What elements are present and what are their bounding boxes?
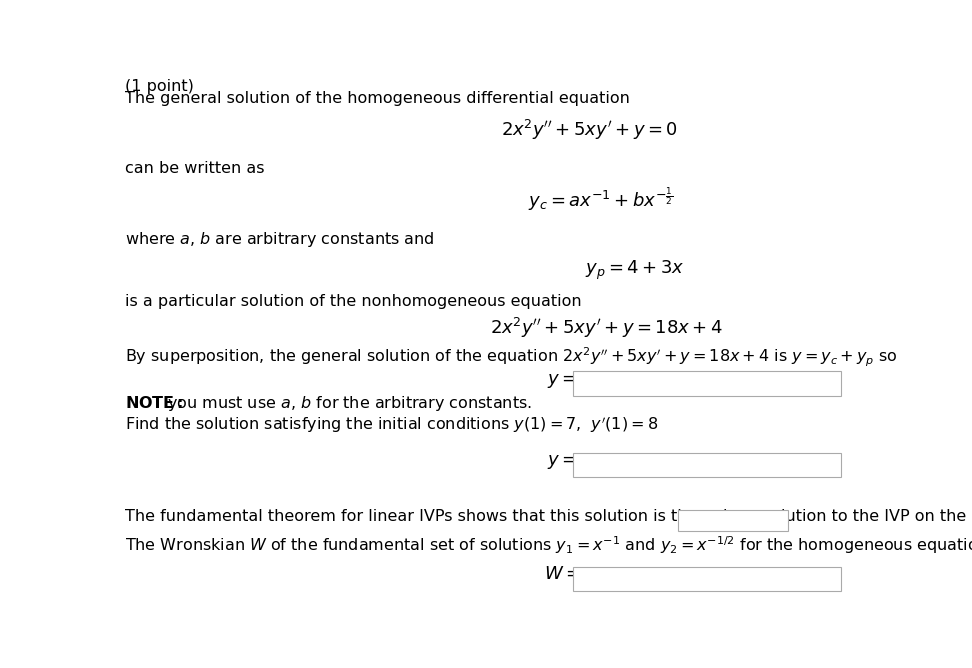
Text: By superposition, the general solution of the equation $2x^2y'' + 5xy' + y = 18x: By superposition, the general solution o… [125, 345, 898, 369]
Text: $2x^2y'' + 5xy' + y = 18x + 4$: $2x^2y'' + 5xy' + y = 18x + 4$ [490, 316, 722, 340]
Text: The fundamental theorem for linear IVPs shows that this solution is the unique s: The fundamental theorem for linear IVPs … [125, 510, 972, 524]
Bar [573, 371, 842, 396]
Text: can be written as: can be written as [125, 160, 265, 176]
Text: $y_p = 4 + 3x$: $y_p = 4 + 3x$ [585, 259, 684, 282]
Text: $y = $: $y = $ [547, 372, 576, 390]
Text: $W = $: $W = $ [544, 565, 580, 583]
Text: $2x^2y'' + 5xy' + y = 0$: $2x^2y'' + 5xy' + y = 0$ [502, 118, 678, 142]
Text: $\bf{NOTE:}$: $\bf{NOTE:}$ [125, 395, 184, 411]
Bar [677, 510, 788, 531]
Text: Find the solution satisfying the initial conditions $y(1) = 7$,  $y'(1) = 8$: Find the solution satisfying the initial… [125, 414, 658, 435]
Text: you must use $a$, $b$ for the arbitrary constants.: you must use $a$, $b$ for the arbitrary … [161, 394, 532, 413]
Text: where $a$, $b$ are arbitrary constants and: where $a$, $b$ are arbitrary constants a… [125, 230, 434, 249]
Text: $y = $: $y = $ [547, 453, 576, 471]
Text: $y_c = ax^{-1} + bx^{-\frac{1}{2}}$: $y_c = ax^{-1} + bx^{-\frac{1}{2}}$ [529, 185, 674, 213]
Text: The Wronskian $W$ of the fundamental set of solutions $y_1 = x^{-1}$ and $y_2 = : The Wronskian $W$ of the fundamental set… [125, 534, 972, 556]
Bar [573, 567, 842, 591]
Text: (1 point): (1 point) [125, 79, 194, 94]
Bar [573, 453, 842, 478]
Text: is a particular solution of the nonhomogeneous equation: is a particular solution of the nonhomog… [125, 294, 582, 309]
Text: The general solution of the homogeneous differential equation: The general solution of the homogeneous … [125, 92, 630, 106]
